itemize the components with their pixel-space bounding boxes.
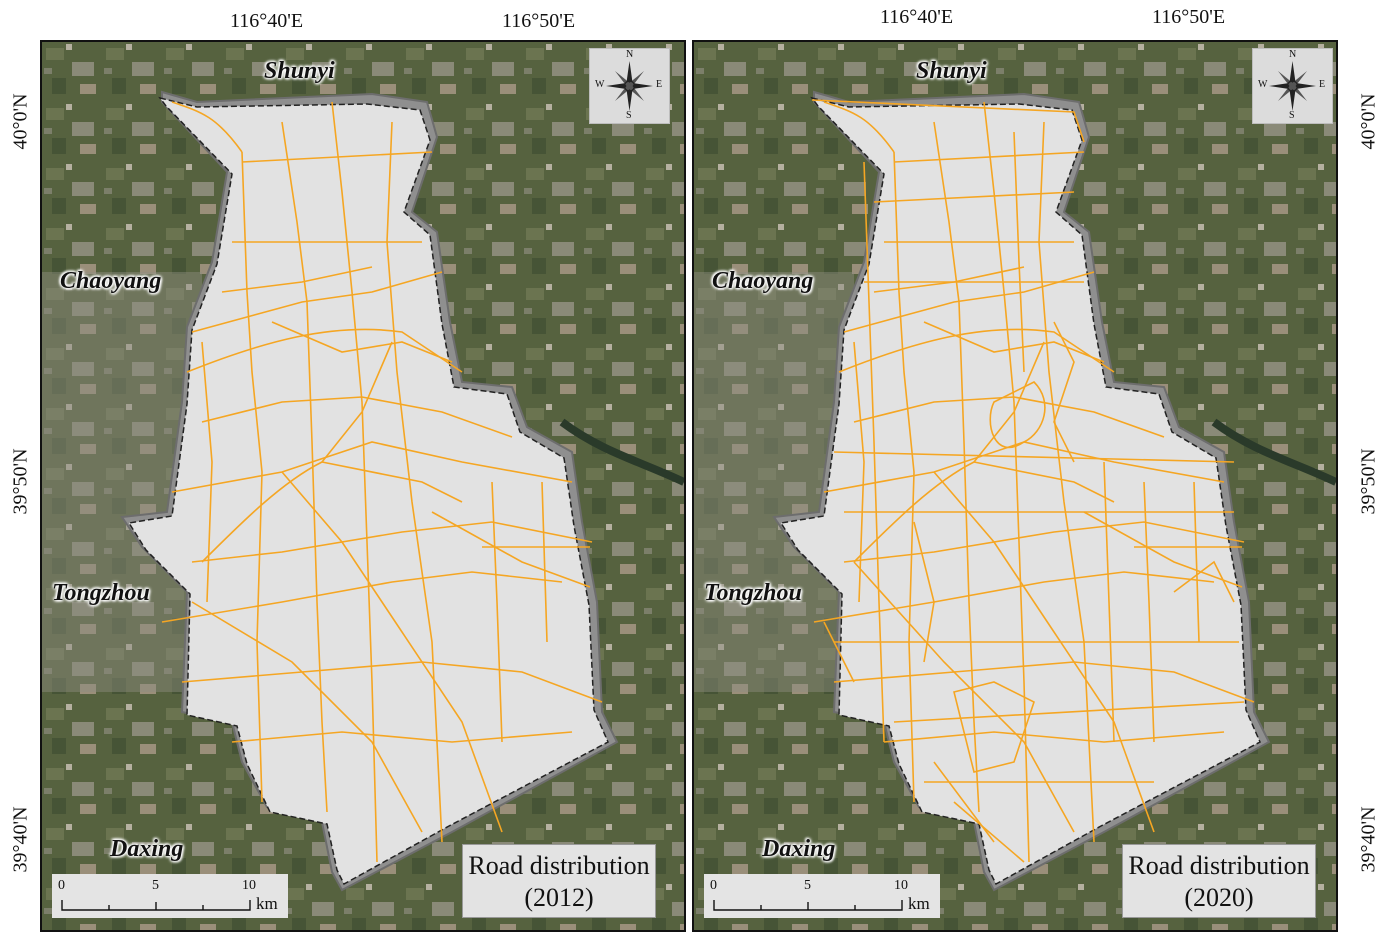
scale-tick-5: 5 xyxy=(804,878,811,893)
lat-label-right-2: 39°50'N xyxy=(1357,448,1380,515)
district-label-daxing: Daxing xyxy=(110,836,184,862)
panel-title-line2: (2012) xyxy=(524,883,594,912)
compass-w: W xyxy=(1258,79,1268,90)
compass-w: W xyxy=(595,79,605,90)
scale-bar-2020: 0 5 10 km xyxy=(704,874,940,918)
scale-tick-10: 10 xyxy=(242,878,256,893)
scale-bar-line xyxy=(61,900,251,911)
compass-rose-icon xyxy=(1269,61,1316,111)
roads-2012 xyxy=(161,101,603,863)
roads-2020 xyxy=(811,99,1255,863)
scale-tick-0: 0 xyxy=(58,878,65,893)
district-label-shunyi: Shunyi xyxy=(916,58,987,84)
map-canvas-2020 xyxy=(694,42,1336,930)
lat-label-right-1: 40°0'N xyxy=(1357,93,1380,150)
panel-title-2012: Road distribution (2012) xyxy=(462,844,656,918)
scale-tick-0: 0 xyxy=(710,878,717,893)
compass-e: E xyxy=(656,79,663,90)
district-label-tongzhou: Tongzhou xyxy=(52,580,150,606)
north-arrow: N S W E xyxy=(589,48,670,124)
lat-label-right-3: 39°40'N xyxy=(1357,806,1380,873)
lon-label-left-1: 116°40'E xyxy=(230,10,304,32)
district-label-daxing: Daxing xyxy=(762,836,836,862)
scale-tick-5: 5 xyxy=(152,878,159,893)
scale-unit: km xyxy=(908,894,930,913)
district-label-shunyi: Shunyi xyxy=(264,58,335,84)
map-panel-2020: Shunyi Chaoyang Tongzhou Daxing N S W E … xyxy=(692,40,1338,932)
compass-e: E xyxy=(1319,79,1326,90)
scale-bar-2012: 0 5 10 km xyxy=(52,874,288,918)
study-area xyxy=(779,96,1261,886)
compass-s: S xyxy=(1289,110,1295,121)
district-label-chaoyang: Chaoyang xyxy=(712,268,814,294)
compass-n: N xyxy=(1289,49,1297,60)
lon-label-right-1: 116°40'E xyxy=(880,6,954,28)
scale-unit: km xyxy=(256,894,278,913)
study-area xyxy=(127,96,609,886)
panel-title-2020: Road distribution (2020) xyxy=(1122,844,1316,918)
panel-title-line2: (2020) xyxy=(1184,883,1254,912)
compass-rose-icon xyxy=(606,61,653,111)
scale-tick-10: 10 xyxy=(894,878,908,893)
compass-n: N xyxy=(626,49,634,60)
district-label-tongzhou: Tongzhou xyxy=(704,580,802,606)
lon-label-left-2: 116°50'E xyxy=(502,10,576,32)
lat-label-left-3: 39°40'N xyxy=(9,806,32,873)
panel-title-line1: Road distribution xyxy=(468,851,650,880)
compass-s: S xyxy=(626,110,632,121)
panel-title-line1: Road distribution xyxy=(1128,851,1310,880)
river xyxy=(1211,418,1336,486)
lat-label-left-2: 39°50'N xyxy=(9,448,32,515)
map-panel-2012: Shunyi Chaoyang Tongzhou Daxing N S W E … xyxy=(40,40,686,932)
lon-label-right-2: 116°50'E xyxy=(1152,6,1226,28)
district-label-chaoyang: Chaoyang xyxy=(60,268,162,294)
map-canvas-2012 xyxy=(42,42,684,930)
scale-bar-line xyxy=(713,900,903,911)
north-arrow: N S W E xyxy=(1252,48,1333,124)
lat-label-left-1: 40°0'N xyxy=(9,93,32,150)
river xyxy=(559,418,684,486)
